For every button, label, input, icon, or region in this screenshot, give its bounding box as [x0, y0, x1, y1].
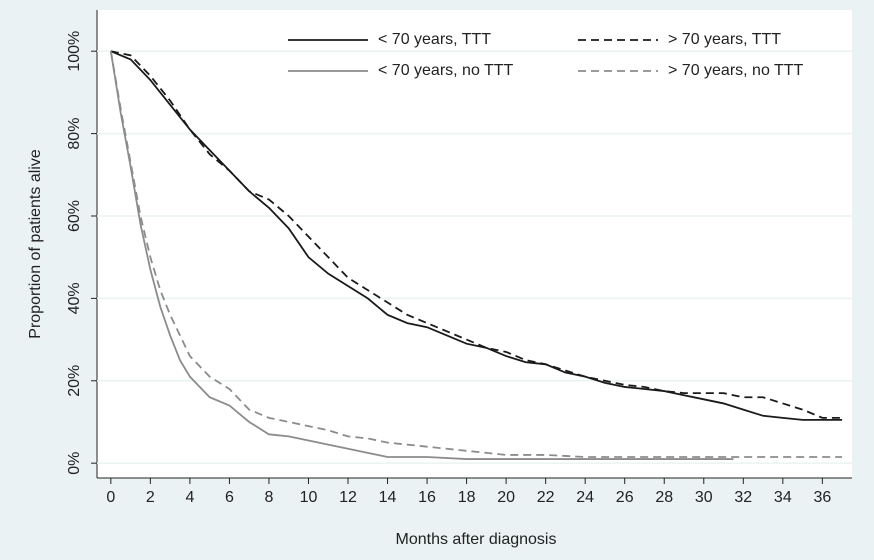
y-tick-label: 0% [66, 452, 83, 475]
x-tick-label: 10 [300, 489, 318, 506]
x-tick-label: 18 [458, 489, 476, 506]
x-tick-label: 28 [655, 489, 673, 506]
x-tick-label: 4 [185, 489, 194, 506]
survival-line [109, 51, 843, 458]
survival-line [110, 50, 843, 419]
x-tick-label: 0 [106, 489, 115, 506]
x-tick-label: 6 [225, 489, 234, 506]
y-tick-label: 40% [66, 282, 83, 314]
x-tick-label: 20 [497, 489, 515, 506]
y-tick-label: 60% [66, 200, 83, 232]
y-tick-label: 80% [66, 118, 83, 150]
x-tick-label: 8 [264, 489, 273, 506]
survival-line [110, 50, 843, 421]
x-tick-label: 14 [379, 489, 397, 506]
x-tick-label: 36 [813, 489, 831, 506]
x-tick-label: 26 [616, 489, 634, 506]
legend-label: > 70 years, no TTT [668, 62, 804, 79]
x-tick-label: 34 [774, 489, 792, 506]
y-axis-label: Proportion of patients alive [27, 149, 44, 339]
legend-label: < 70 years, no TTT [378, 62, 514, 79]
x-axis-label: Months after diagnosis [396, 531, 557, 548]
x-tick-label: 24 [576, 489, 594, 506]
x-tick-label: 16 [418, 489, 436, 506]
x-tick-label: 12 [339, 489, 357, 506]
plot-area [97, 10, 852, 478]
y-tick-label: 20% [66, 365, 83, 397]
x-tick-label: 32 [734, 489, 752, 506]
x-tick-label: 2 [146, 489, 155, 506]
legend-label: < 70 years, TTT [378, 31, 491, 48]
legend-label: > 70 years, TTT [668, 31, 781, 48]
x-tick-label: 22 [537, 489, 555, 506]
survival-line [109, 51, 734, 460]
y-tick-label: 100% [66, 31, 83, 72]
x-tick-label: 30 [695, 489, 713, 506]
